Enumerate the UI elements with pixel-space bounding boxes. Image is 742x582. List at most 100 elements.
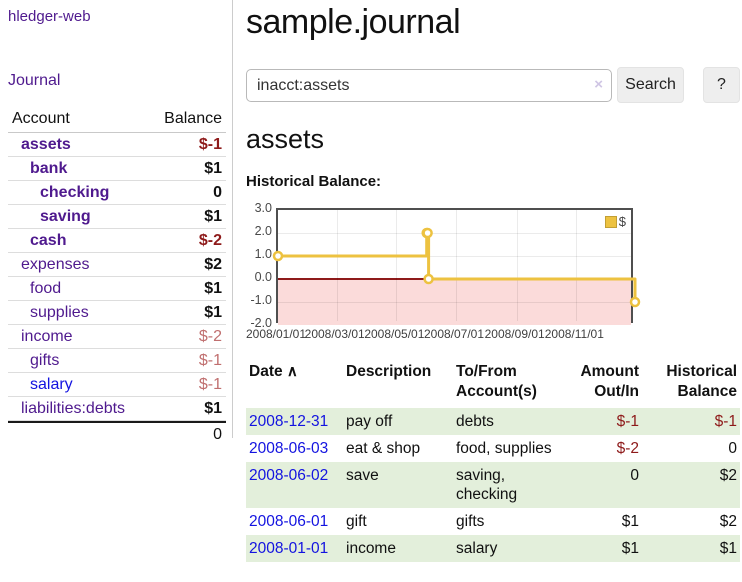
transaction-amount: $-1 — [616, 413, 639, 430]
y-axis-tick-label: 2.0 — [254, 224, 272, 238]
account-balance: $1 — [204, 304, 222, 321]
x-axis-tick-label: 2008/03/01 — [304, 327, 365, 341]
data-point-marker — [272, 250, 284, 262]
data-point-marker — [629, 296, 641, 308]
transaction-amount: $1 — [621, 540, 639, 557]
series-markers — [272, 227, 641, 308]
account-link-gifts[interactable]: gifts — [30, 352, 60, 369]
transaction-description: eat & shop — [346, 440, 421, 457]
transaction-description: income — [346, 540, 396, 557]
transaction-description: save — [346, 467, 379, 484]
transaction-accounts: debts — [456, 413, 494, 430]
transaction-date-link[interactable]: 2008-06-03 — [249, 440, 329, 457]
x-axis-tick-label: 2008/01/01 — [245, 327, 307, 341]
gridline — [278, 256, 631, 257]
account-balance: $-2 — [198, 232, 222, 249]
description-column-header: Description — [346, 363, 432, 380]
y-axis-tick-label: 3.0 — [254, 201, 272, 215]
gridline — [516, 210, 518, 321]
transaction-description: gift — [346, 513, 367, 530]
account-link-income[interactable]: income — [21, 328, 73, 345]
account-balance: $-1 — [198, 136, 222, 153]
transaction-row: 2008-01-01 income salary $1 $1 — [246, 535, 740, 562]
gridline — [396, 210, 398, 321]
transaction-date-link[interactable]: 2008-06-01 — [249, 513, 329, 530]
transaction-accounts: saving, checking — [456, 467, 518, 503]
historical-column-header: Historical Balance — [666, 363, 737, 400]
transaction-row: 2008-06-01 gift gifts $1 $2 — [246, 508, 740, 535]
legend-label: $ — [618, 214, 626, 229]
transaction-date-link[interactable]: 2008-06-02 — [249, 467, 329, 484]
legend-swatch — [604, 215, 617, 228]
transaction-date-link[interactable]: 2008-01-01 — [249, 540, 329, 557]
account-balance: $1 — [204, 160, 222, 177]
transaction-date-link[interactable]: 2008-12-31 — [249, 413, 329, 430]
x-axis-tick-label: 2008/11/01 — [544, 327, 604, 341]
account-column-header: Account — [12, 110, 70, 127]
account-balance: $-1 — [198, 376, 222, 393]
account-row-expenses: expenses $2 — [8, 253, 226, 277]
date-column-header[interactable]: Date ∧ — [249, 363, 298, 380]
y-axis-tick-label: 1.0 — [254, 247, 272, 261]
account-link-salary[interactable]: salary — [30, 376, 73, 393]
account-link-bank[interactable]: bank — [30, 160, 68, 177]
transactions-header-row: Date ∧ Description To/From Account(s) Am… — [246, 360, 740, 408]
transaction-amount: 0 — [630, 467, 639, 484]
transaction-historical: $-1 — [714, 413, 737, 430]
accounts-total-row: 0 — [8, 421, 226, 444]
transaction-accounts: salary — [456, 540, 498, 557]
account-row-assets: assets $-1 — [8, 133, 226, 157]
transaction-historical: $2 — [719, 513, 737, 530]
page-title: sample.journal — [246, 3, 461, 41]
gridline — [576, 210, 578, 321]
transaction-row: 2008-06-02 save saving, checking 0 $2 — [246, 462, 740, 508]
account-row-checking: checking 0 — [8, 181, 226, 205]
account-balance: $1 — [204, 208, 222, 225]
search-input[interactable] — [246, 69, 612, 102]
account-link-assets[interactable]: assets — [21, 136, 71, 153]
account-link-expenses[interactable]: expenses — [21, 256, 90, 273]
data-point-marker — [422, 227, 433, 239]
account-link-liabilities-debts[interactable]: liabilities:debts — [21, 400, 126, 417]
account-link-food[interactable]: food — [30, 280, 62, 297]
app-title-link[interactable]: hledger-web — [8, 8, 91, 25]
accounts-total-value: 0 — [213, 426, 222, 443]
y-axis-tick-label: -1.0 — [250, 293, 272, 307]
account-row-income: income $-2 — [8, 325, 226, 349]
gridline — [456, 210, 457, 321]
transaction-accounts: food, supplies — [456, 440, 552, 457]
transactions-table: Date ∧ Description To/From Account(s) Am… — [246, 360, 740, 562]
gridline — [336, 210, 338, 321]
search-bar: × Search ? — [246, 67, 740, 103]
account-link-checking[interactable]: checking — [40, 184, 110, 201]
search-button[interactable]: Search — [617, 67, 684, 103]
x-axis-tick-label: 2008/05/01 — [364, 327, 425, 341]
account-row-saving: saving $1 — [8, 205, 226, 229]
data-point-marker — [423, 273, 434, 285]
account-link-supplies[interactable]: supplies — [30, 304, 89, 321]
chart-title: Historical Balance: — [246, 173, 382, 190]
plot-area[interactable]: $ — [272, 208, 641, 325]
transaction-description: pay off — [346, 413, 393, 430]
transaction-row: 2008-12-31 pay off debts $-1 $-1 — [246, 408, 740, 435]
account-link-saving[interactable]: saving — [40, 208, 91, 225]
sidebar: hledger-web Journal Account Balance asse… — [0, 0, 233, 443]
historical-balance-chart: $ 2008/01/01 2008/03/01 2008/05/01 2008/07/… — [246, 200, 742, 346]
transaction-row: 2008-06-03 eat & shop food, supplies $-2… — [246, 435, 740, 462]
clear-search-icon[interactable]: × — [594, 76, 603, 93]
transaction-accounts: gifts — [456, 513, 485, 530]
sidebar-item-journal[interactable]: Journal — [8, 72, 61, 89]
accounts-table: Account Balance assets $-1 bank $1 check… — [8, 108, 226, 444]
transaction-amount: $-2 — [616, 440, 639, 457]
gridline — [278, 302, 631, 303]
account-row-salary: salary $-1 — [8, 373, 226, 397]
balance-line-svg — [272, 227, 641, 308]
transaction-historical: 0 — [728, 440, 737, 457]
account-link-cash[interactable]: cash — [30, 232, 67, 249]
account-row-food: food $1 — [8, 277, 226, 301]
account-balance: $-2 — [198, 328, 222, 345]
series-path — [278, 231, 637, 302]
account-balance: $1 — [204, 400, 222, 417]
help-button[interactable]: ? — [703, 67, 740, 103]
tofrom-column-header: To/From Account(s) — [456, 363, 537, 400]
